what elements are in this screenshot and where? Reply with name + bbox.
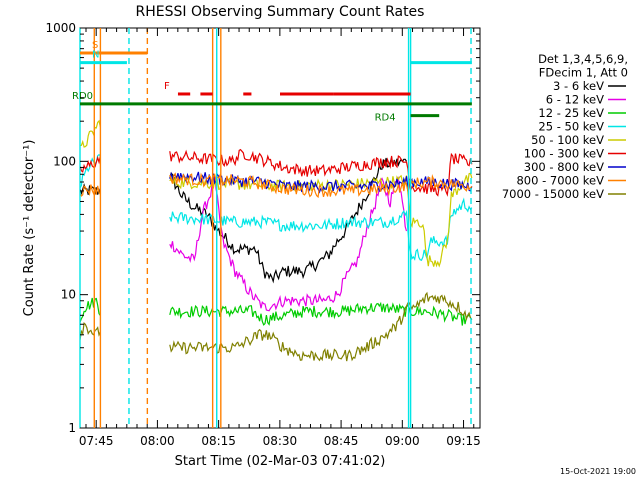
y-tick-label-3: 1000: [45, 21, 76, 35]
legend-label-2: 12 - 25 keV: [538, 106, 604, 120]
chart-title: RHESSI Observing Summary Count Rates: [136, 4, 425, 20]
series-line-3-1: [169, 197, 473, 261]
legend-label-8: 7000 - 15000 keV: [502, 187, 604, 201]
axis-layer: 1 10 100 1000 07:45 08:00 08:15 08:30 08:45 09:00…: [45, 21, 480, 448]
series-line-0-1: [169, 157, 408, 284]
x-tick-label-3: 08:30: [263, 434, 298, 448]
legend-label-7: 800 - 7000 keV: [516, 174, 604, 188]
x-tick-label-6: 09:15: [446, 434, 481, 448]
y-axis-label: Count Rate (s⁻¹ detector⁻¹): [22, 140, 37, 317]
series-line-2-0: [80, 297, 101, 323]
series-line-8-1: [169, 291, 473, 362]
series-line-7-1: [169, 172, 473, 199]
flag-label-4: RD0: [72, 91, 93, 102]
x-axis-label: Start Time (02-Mar-03 07:41:02): [175, 454, 386, 469]
flag-label-2: F: [164, 81, 170, 92]
legend-label-3: 25 - 50 keV: [538, 120, 604, 134]
series-layer: [80, 119, 473, 362]
legend: Det 1,3,4,5,6,9,FDecim 1, Att 03 - 6 keV…: [502, 52, 628, 201]
legend-header-line-0: Det 1,3,4,5,6,9,: [538, 52, 628, 66]
marker-layer: [79, 28, 472, 428]
x-tick-label-4: 08:45: [324, 434, 359, 448]
x-tick-label-5: 09:00: [385, 434, 420, 448]
series-line-8-0: [80, 321, 101, 340]
flag-label-0: S: [92, 40, 98, 51]
footer-date: 15-Oct-2021 19:00: [560, 467, 636, 476]
series-line-2-1: [169, 301, 473, 326]
x-tick-label-0: 07:45: [79, 434, 114, 448]
legend-label-4: 50 - 100 keV: [531, 133, 604, 147]
legend-label-0: 3 - 6 keV: [553, 79, 604, 93]
x-tick-label-2: 08:15: [201, 434, 236, 448]
y-tick-label-0: 1: [68, 421, 76, 435]
flag-layer: SN F RD0 RD4: [72, 40, 472, 124]
series-line-5-0: [80, 155, 101, 173]
flag-label-1: N: [92, 50, 99, 61]
y-tick-label-2: 100: [53, 154, 76, 168]
series-line-4-0: [80, 119, 101, 148]
y-tick-label-1: 10: [61, 288, 76, 302]
legend-label-6: 300 - 800 keV: [524, 160, 604, 174]
legend-label-1: 6 - 12 keV: [546, 93, 604, 107]
x-tick-label-1: 08:00: [140, 434, 175, 448]
series-line-1-0: [169, 176, 408, 312]
series-line-4-1: [169, 172, 473, 268]
legend-label-5: 100 - 300 keV: [524, 147, 604, 161]
legend-header-line-1: FDecim 1, Att 0: [539, 66, 628, 80]
flag-label-5: RD4: [375, 113, 396, 124]
